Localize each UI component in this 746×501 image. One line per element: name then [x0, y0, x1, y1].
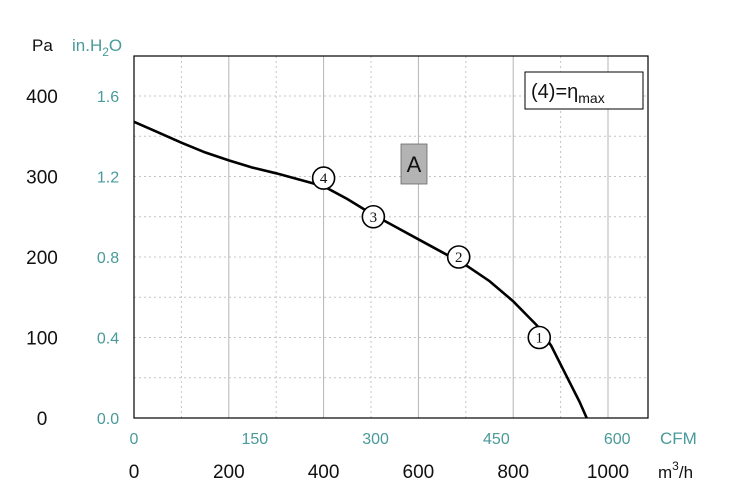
curve-label-text: A — [407, 152, 422, 177]
operating-point-3: 3 — [361, 204, 386, 229]
operating-point-marker — [446, 245, 471, 269]
pa-tick-label: 300 — [26, 168, 58, 189]
legend-box — [524, 71, 644, 110]
operating-points: 1 2 3 4 — [311, 166, 552, 350]
grid — [134, 56, 648, 418]
operating-point-marker — [527, 325, 552, 350]
cfm-tick-label: 150 — [241, 431, 268, 448]
m3h-unit-label: m3/h — [658, 459, 693, 482]
m3h-tick-label: 800 — [497, 462, 529, 483]
m3h-tick-label: 1000 — [587, 462, 629, 483]
cfm-tick-label: 450 — [483, 431, 510, 448]
pa-unit-label: Pa — [32, 36, 53, 55]
operating-point-marker — [311, 166, 336, 190]
operating-point-marker — [361, 204, 386, 229]
inh2o-unit-label: in.H2O — [72, 36, 122, 59]
operating-point-label: 4 — [320, 171, 328, 187]
m3h-tick-label: 400 — [308, 462, 340, 483]
operating-point-label: 1 — [536, 331, 544, 347]
cfm-tick-label: 600 — [604, 431, 631, 448]
pa-tick-label: 200 — [26, 248, 58, 269]
pa-tick-label: 0 — [37, 409, 48, 430]
legend-text: (4)=ηmax — [531, 81, 605, 106]
inh2o-tick-label: 0.8 — [97, 250, 119, 267]
legend: (4)=ηmax — [524, 71, 644, 110]
cfm-tick-label: 300 — [362, 431, 389, 448]
inh2o-tick-label: 1.2 — [97, 170, 119, 187]
m3h-tick-label: 0 — [129, 462, 140, 483]
m3h-tick-label: 200 — [213, 462, 245, 483]
pa-tick-label: 400 — [26, 87, 58, 108]
m3h-tick-label: 600 — [403, 462, 435, 483]
operating-point-label: 3 — [370, 210, 378, 226]
inh2o-tick-label: 0.4 — [97, 331, 119, 348]
tick-labels: 0 100 200 300 400 0.0 0.4 0.8 1.2 1.6 0 150 300 450 60… — [26, 87, 630, 483]
inh2o-tick-label: 1.6 — [97, 89, 119, 106]
series-curve — [133, 120, 588, 419]
inh2o-tick-label: 0.0 — [97, 411, 119, 428]
curve-label-box — [400, 143, 428, 185]
cfm-tick-label: 0 — [130, 431, 139, 448]
pa-tick-label: 100 — [26, 329, 58, 350]
operating-point-1: 1 — [527, 325, 552, 350]
operating-point-4: 4 — [311, 166, 336, 190]
operating-point-2: 2 — [446, 245, 471, 269]
cfm-unit-label: CFM — [660, 429, 697, 448]
plot-frame — [133, 55, 649, 419]
operating-point-label: 2 — [455, 250, 463, 266]
curve-label: A — [400, 143, 428, 185]
